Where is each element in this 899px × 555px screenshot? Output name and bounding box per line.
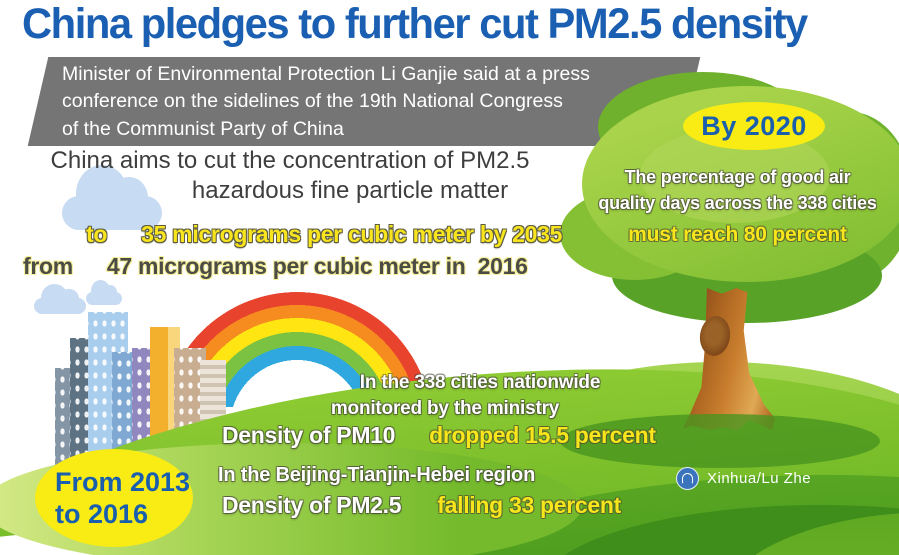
pm25-change: falling 33 percent [437,492,622,518]
period-line: From 2013 [55,466,191,497]
banner-line: of the Communist Party of China [62,117,344,140]
banner-line: Minister of Environmental Protection Li … [62,63,590,85]
callout-highlight: must reach 80 percent [628,223,847,247]
callout-line: The percentage of good air [624,167,851,187]
banner-line: conference on the sidelines of the 19th … [62,90,563,113]
target-from-value: 47 micrograms per cubic meter in 2016 [106,253,528,279]
intro-line: China aims to cut the concentration of P… [50,147,530,174]
target-to-value: 35 micrograms per cubic meter by 2035 [141,221,563,247]
period-badge: From 2013 to 2016 [35,449,193,547]
cloud [62,165,162,230]
by-2020-label: By 2020 [701,110,807,141]
tree-shadow [560,414,880,468]
credit-text: Xinhua/Lu Zhe [707,470,812,487]
nationwide-line: In the 338 cities nationwide [359,372,601,393]
pm25-metric: Density of PM2.5 [222,492,402,518]
cloud [86,280,122,305]
page-title: China pledges to further cut PM2.5 densi… [22,0,808,48]
nationwide-line: monitored by the ministry [330,397,560,419]
callout-line: quality days across the 338 cities [598,193,877,214]
credit: Xinhua/Lu Zhe [676,467,811,490]
banner-text: Minister of Environmental Protection Li … [62,61,590,143]
air-quality-callout: The percentage of good air quality days … [575,164,899,251]
pm10-metric: Density of PM10 [222,422,396,448]
target-to: to 35 micrograms per cubic meter by 2035 [86,221,562,248]
target-to-label: to [86,221,108,247]
region-note: In the Beijing-Tianjin-Hebei region [218,464,536,486]
by-2020-badge: By 2020 [683,102,825,150]
target-from-label: from [23,253,73,279]
intro-line: hazardous fine particle matter [191,177,509,204]
pm10-stat: Density of PM10 dropped 15.5 percent [222,422,656,449]
nationwide-note: In the 338 cities nationwide monitored b… [290,370,670,421]
pm10-change: dropped 15.5 percent [429,422,656,448]
xinhua-logo-icon [676,467,699,490]
target-from: from 47 micrograms per cubic meter in 20… [23,253,528,280]
period-line: to 2016 [55,499,149,529]
cloud [34,283,86,314]
pm25-stat: Density of PM2.5 falling 33 percent [222,492,621,519]
